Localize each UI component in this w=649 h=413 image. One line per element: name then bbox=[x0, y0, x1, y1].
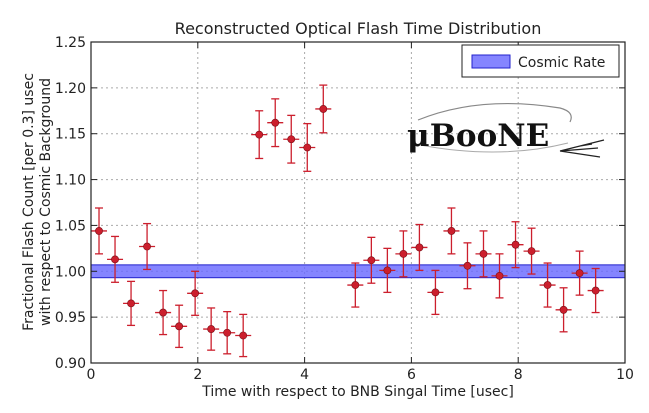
tick-labels: 0 2 4 6 8 10 0.90 0.95 1.00 1.05 1.10 1.15 1.20 1.25 bbox=[55, 35, 634, 383]
data-marker bbox=[399, 249, 408, 258]
data-marker bbox=[271, 118, 280, 127]
legend-swatch-cosmic-rate bbox=[471, 54, 511, 69]
data-points bbox=[91, 84, 604, 358]
legend-box bbox=[461, 44, 620, 78]
data-point-10 bbox=[251, 110, 268, 160]
data-marker bbox=[111, 255, 119, 264]
data-point-8 bbox=[219, 310, 236, 355]
y-tick-label-5: 1.15 bbox=[55, 127, 86, 143]
logo-arrow bbox=[559, 139, 605, 158]
y-tick-label-0: 0.90 bbox=[55, 356, 86, 372]
data-marker bbox=[527, 247, 536, 256]
data-marker bbox=[383, 266, 392, 275]
y-tick-label-2: 1.00 bbox=[55, 264, 86, 280]
data-marker bbox=[303, 143, 312, 152]
data-marker bbox=[351, 281, 360, 289]
data-point-14 bbox=[315, 84, 332, 134]
x-tick-label-2: 4 bbox=[300, 367, 309, 383]
data-point-26 bbox=[523, 227, 540, 275]
y-axis-label-line1: Fractional Flash Count [per 0.3] usec bbox=[21, 73, 37, 331]
data-marker bbox=[367, 256, 376, 265]
data-point-4 bbox=[155, 289, 172, 336]
data-marker bbox=[159, 308, 167, 317]
data-point-24 bbox=[491, 253, 508, 299]
data-point-11 bbox=[267, 98, 284, 148]
data-marker bbox=[95, 227, 103, 235]
data-marker bbox=[447, 227, 456, 235]
data-marker bbox=[287, 135, 296, 144]
x-tick-label-5: 10 bbox=[616, 367, 634, 383]
x-tick-label-4: 8 bbox=[514, 367, 523, 383]
data-marker bbox=[575, 269, 584, 278]
y-axis-label-line2: with respect to Cosmic Background bbox=[38, 78, 54, 326]
data-point-29 bbox=[571, 250, 588, 296]
y-tick-label-1: 0.95 bbox=[55, 310, 86, 326]
data-marker bbox=[319, 105, 328, 113]
data-point-13 bbox=[299, 122, 316, 172]
data-marker bbox=[591, 286, 600, 295]
plot-frame bbox=[90, 41, 626, 364]
data-point-9 bbox=[235, 313, 252, 358]
data-marker bbox=[559, 305, 568, 314]
x-tick-label-0: 0 bbox=[87, 367, 96, 383]
data-point-21 bbox=[443, 207, 460, 255]
data-point-20 bbox=[427, 269, 444, 316]
data-marker bbox=[127, 299, 135, 308]
data-marker bbox=[223, 328, 232, 337]
x-tick-label-3: 6 bbox=[407, 367, 416, 383]
data-point-12 bbox=[283, 114, 300, 164]
legend-label-cosmic-rate: Cosmic Rate bbox=[518, 55, 605, 71]
data-marker bbox=[495, 271, 504, 280]
data-point-27 bbox=[539, 262, 556, 308]
data-point-6 bbox=[187, 270, 204, 316]
legend: Cosmic Rate bbox=[461, 44, 620, 78]
logo-text: μBooNE bbox=[407, 118, 549, 154]
data-marker bbox=[543, 281, 552, 289]
data-point-28 bbox=[555, 287, 572, 333]
data-point-22 bbox=[459, 242, 476, 290]
data-marker bbox=[463, 261, 472, 270]
data-marker bbox=[431, 288, 440, 297]
data-point-5 bbox=[171, 304, 188, 349]
y-tick-label-7: 1.25 bbox=[55, 35, 86, 51]
x-axis-label: Time with respect to BNB Singal Time [us… bbox=[201, 384, 514, 400]
data-point-19 bbox=[411, 223, 428, 272]
data-point-25 bbox=[507, 221, 524, 269]
data-point-0 bbox=[91, 207, 108, 255]
data-marker bbox=[191, 289, 200, 298]
data-marker bbox=[143, 242, 151, 251]
data-point-30 bbox=[587, 267, 604, 314]
data-point-23 bbox=[475, 230, 492, 278]
axes bbox=[90, 41, 626, 364]
logo-swoosh-bottom bbox=[419, 142, 569, 153]
data-marker bbox=[255, 130, 264, 139]
data-marker bbox=[511, 240, 520, 249]
data-point-3 bbox=[139, 222, 156, 271]
data-point-16 bbox=[363, 236, 380, 284]
y-tick-label-4: 1.10 bbox=[55, 173, 86, 189]
y-tick-label-3: 1.05 bbox=[55, 218, 86, 234]
data-point-7 bbox=[203, 307, 220, 351]
cosmic-rate-band bbox=[90, 264, 626, 279]
data-marker bbox=[175, 322, 184, 331]
logo-swoosh-top bbox=[417, 102, 572, 123]
chart-title: Reconstructed Optical Flash Time Distrib… bbox=[175, 19, 542, 38]
data-point-2 bbox=[123, 280, 140, 327]
cosmic-rate-band-layer bbox=[90, 264, 626, 279]
x-tick-label-1: 2 bbox=[193, 367, 202, 383]
data-point-17 bbox=[379, 247, 396, 294]
data-point-15 bbox=[347, 262, 364, 308]
data-point-18 bbox=[395, 230, 412, 278]
data-marker bbox=[207, 325, 216, 333]
microboone-logo: μBooNE bbox=[407, 102, 605, 158]
data-marker bbox=[415, 243, 424, 252]
data-marker bbox=[239, 331, 248, 340]
data-marker bbox=[479, 249, 488, 258]
y-tick-label-6: 1.20 bbox=[55, 81, 86, 97]
data-point-1 bbox=[107, 235, 124, 283]
